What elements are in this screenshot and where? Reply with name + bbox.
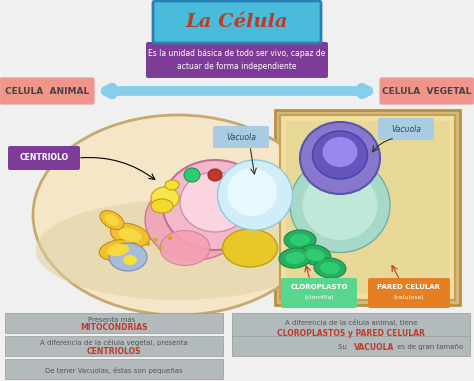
Ellipse shape — [302, 170, 377, 240]
Text: Es la unidad básica de todo ser vivo, capaz de
actuar de forma independiente: Es la unidad básica de todo ser vivo, ca… — [148, 49, 326, 71]
FancyBboxPatch shape — [281, 278, 357, 308]
Ellipse shape — [305, 249, 325, 261]
Bar — [232, 336, 470, 356]
FancyBboxPatch shape — [380, 78, 474, 104]
Ellipse shape — [100, 210, 124, 229]
Ellipse shape — [145, 180, 245, 260]
Ellipse shape — [284, 230, 316, 250]
FancyBboxPatch shape — [146, 42, 328, 78]
Text: CLOROPLASTO: CLOROPLASTO — [290, 284, 348, 290]
Text: Presenta más: Presenta más — [88, 317, 140, 323]
Ellipse shape — [312, 131, 367, 179]
Text: (celulosa): (celulosa) — [394, 296, 424, 301]
Text: MITOCONDRIAS: MITOCONDRIAS — [80, 323, 148, 333]
Ellipse shape — [180, 172, 250, 232]
Ellipse shape — [123, 255, 137, 265]
FancyBboxPatch shape — [153, 1, 321, 43]
Text: VACUOLA: VACUOLA — [354, 343, 394, 352]
Ellipse shape — [300, 122, 380, 194]
Ellipse shape — [184, 168, 200, 182]
FancyBboxPatch shape — [8, 146, 80, 170]
Ellipse shape — [227, 168, 277, 216]
Ellipse shape — [153, 238, 157, 242]
Bar — [232, 313, 470, 343]
Ellipse shape — [322, 137, 357, 167]
Ellipse shape — [163, 160, 267, 250]
Ellipse shape — [151, 199, 173, 213]
FancyBboxPatch shape — [0, 78, 94, 104]
Ellipse shape — [109, 243, 147, 271]
Ellipse shape — [105, 214, 119, 226]
Ellipse shape — [314, 258, 346, 278]
Text: Vacuola: Vacuola — [226, 133, 256, 141]
Ellipse shape — [299, 245, 331, 265]
Bar — [5, 313, 223, 333]
Text: CENTRIOLOS: CENTRIOLOS — [87, 346, 141, 355]
FancyBboxPatch shape — [213, 126, 269, 148]
Text: La Célula: La Célula — [186, 13, 288, 31]
Ellipse shape — [285, 252, 305, 264]
Ellipse shape — [160, 231, 210, 266]
Bar — [275, 110, 460, 305]
Ellipse shape — [320, 262, 340, 274]
Text: PARED CELULAR: PARED CELULAR — [377, 284, 440, 290]
Bar — [280, 115, 455, 300]
Text: (clorofila): (clorofila) — [304, 296, 334, 301]
Ellipse shape — [218, 160, 292, 230]
Bar — [5, 359, 223, 379]
Text: CELULA  ANIMAL: CELULA ANIMAL — [5, 86, 89, 96]
Text: A diferencia de la célula animal, tiene: A diferencia de la célula animal, tiene — [285, 319, 417, 325]
Ellipse shape — [167, 236, 173, 240]
Bar — [5, 336, 223, 356]
Ellipse shape — [33, 115, 323, 315]
Ellipse shape — [151, 187, 179, 209]
Ellipse shape — [290, 234, 310, 246]
Text: Vacuola: Vacuola — [391, 125, 421, 133]
Text: Su: Su — [337, 344, 351, 350]
Text: es de gran tamaño: es de gran tamaño — [395, 344, 463, 350]
Bar — [286, 121, 449, 294]
Ellipse shape — [208, 169, 222, 181]
Ellipse shape — [99, 240, 137, 260]
Ellipse shape — [290, 157, 390, 253]
Ellipse shape — [279, 248, 311, 268]
Ellipse shape — [110, 223, 149, 247]
Ellipse shape — [157, 246, 163, 250]
FancyBboxPatch shape — [368, 278, 450, 308]
Ellipse shape — [107, 244, 129, 256]
Text: CELULA  VEGETAL: CELULA VEGETAL — [383, 86, 472, 96]
FancyBboxPatch shape — [378, 118, 434, 140]
Text: A diferencia de la célula vegetal, presenta: A diferencia de la célula vegetal, prese… — [40, 339, 188, 346]
Ellipse shape — [165, 180, 179, 190]
Ellipse shape — [118, 228, 142, 242]
Text: De tener Vacuolas, éstas son pequeñas: De tener Vacuolas, éstas son pequeñas — [45, 367, 183, 373]
Ellipse shape — [146, 242, 151, 246]
Text: CENTRIOLO: CENTRIOLO — [19, 154, 69, 163]
Ellipse shape — [222, 229, 277, 267]
Text: CLOROPLASTOS y PARED CELULAR: CLOROPLASTOS y PARED CELULAR — [277, 330, 425, 338]
Ellipse shape — [36, 200, 320, 300]
